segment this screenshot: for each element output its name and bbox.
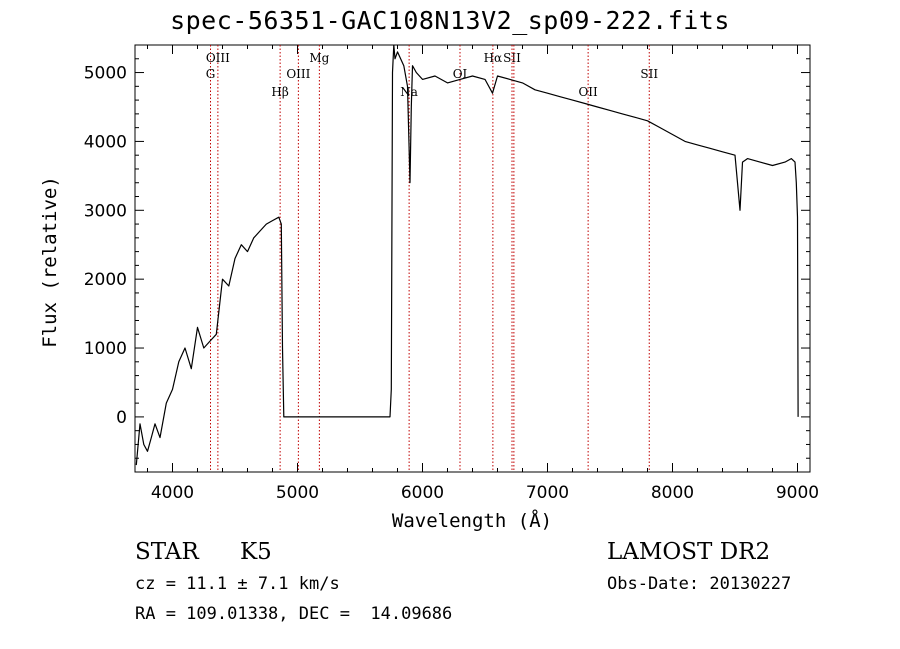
object-class: STAR (135, 539, 199, 565)
x-tick-label: 8000 (651, 483, 694, 503)
x-tick-label: 7000 (526, 483, 569, 503)
y-tick-label: 0 (116, 408, 127, 428)
x-tick-label: 5000 (276, 483, 319, 503)
spectral-line-label: SII (640, 67, 658, 81)
y-axis-label: Flux (relative) (39, 176, 61, 348)
object-subclass: K5 (240, 539, 272, 565)
spectral-line-label: G (206, 67, 216, 81)
spectral-line-label: Mg (309, 51, 329, 65)
y-tick-label: 2000 (84, 270, 127, 290)
spectral-line-label: Na (400, 85, 418, 99)
spectral-line-label: Hβ (271, 85, 288, 99)
observation-date: Obs-Date: 20130227 (607, 574, 792, 594)
x-tick-label: 9000 (776, 483, 819, 503)
y-tick-label: 4000 (84, 132, 127, 152)
y-tick-label: 3000 (84, 201, 127, 221)
spectrum-series-line (135, 45, 799, 466)
x-tick-label: 6000 (401, 483, 444, 503)
coordinates: RA = 109.01338, DEC = 14.09686 (135, 604, 453, 624)
spectral-line-label: Hα (484, 51, 503, 65)
y-tick-label: 1000 (84, 339, 127, 359)
spectral-line-label: OII (578, 85, 598, 99)
plot-frame (134, 44, 811, 473)
chart-title: spec-56351-GAC108N13V2_sp09-222.fits (170, 6, 730, 35)
spectral-line-label: SII (503, 51, 521, 65)
survey-name: LAMOST DR2 (607, 539, 771, 565)
spectral-line-label: OIII (286, 67, 310, 81)
spectral-line-label: OIII (206, 51, 230, 65)
spectral-line-label: OI (453, 67, 468, 81)
x-axis-label: Wavelength (Å) (391, 510, 553, 532)
x-tick-label: 4000 (151, 483, 194, 503)
y-tick-label: 5000 (84, 64, 127, 84)
redshift-cz: cz = 11.1 ± 7.1 km/s (135, 574, 340, 594)
